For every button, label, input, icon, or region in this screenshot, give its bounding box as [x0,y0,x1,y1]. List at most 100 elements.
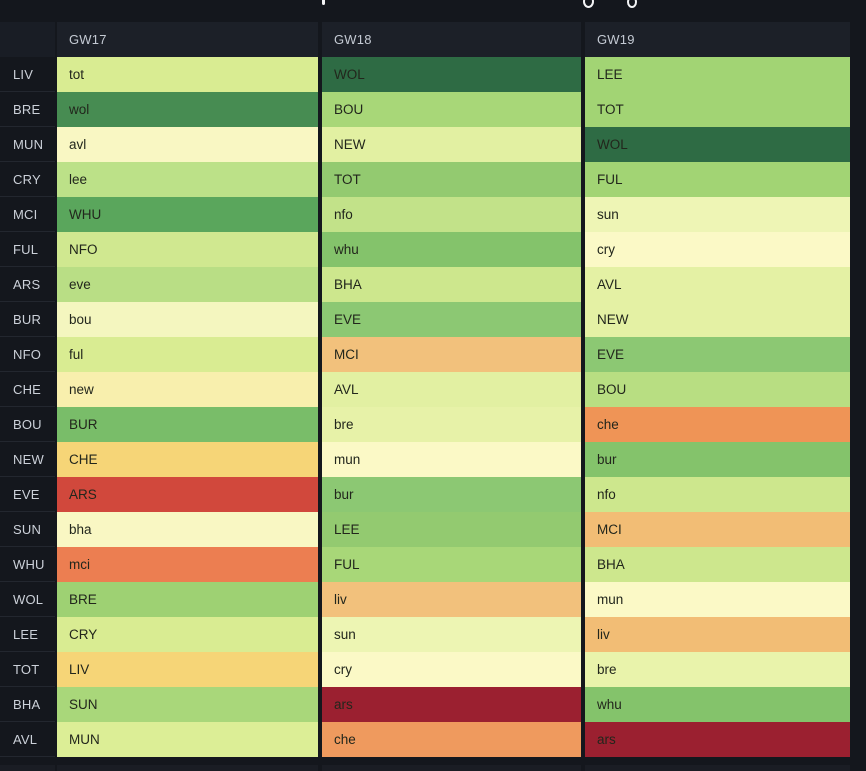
table-row: BHA SUN ars whu [0,687,866,722]
table-row: AVL MUN che ars [0,722,866,757]
fixture-cell: whu [322,232,581,267]
partial-row-cell [585,765,850,771]
fixture-cell: WOL [585,127,850,162]
team-label: MUN [0,127,55,162]
table-row: LEE CRY sun liv [0,617,866,652]
fixture-cell: ARS [57,477,318,512]
table-row: BUR bou EVE NEW [0,302,866,337]
fixture-cell: SUN [57,687,318,722]
fixture-cell: NEW [322,127,581,162]
team-label: LIV [0,57,55,92]
fixture-cell: ars [322,687,581,722]
table-row: MUN avl NEW WOL [0,127,866,162]
fixture-cell: bre [322,407,581,442]
table-row: WHU mci FUL BHA [0,547,866,582]
fixture-cell: BOU [585,372,850,407]
table-row: TOT LIV cry bre [0,652,866,687]
team-label: LEE [0,617,55,652]
fixture-cell: cry [585,232,850,267]
fixture-cell: CHE [57,442,318,477]
fixture-cell: MCI [322,337,581,372]
team-label: CHE [0,372,55,407]
title-descender-fragment [322,0,325,5]
team-label: BRE [0,92,55,127]
fixture-cell: MUN [57,722,318,757]
fixture-cell: sun [585,197,850,232]
team-label: BUR [0,302,55,337]
fixture-cell: che [585,407,850,442]
fixture-cell: NEW [585,302,850,337]
fixture-cell: cry [322,652,581,687]
team-label: WHU [0,547,55,582]
fixture-cell: liv [322,582,581,617]
table-row: BRE wol BOU TOT [0,92,866,127]
fixture-cell: sun [322,617,581,652]
table-row: SUN bha LEE MCI [0,512,866,547]
team-label: AVL [0,722,55,757]
column-header-gw17: GW17 [57,22,318,57]
fixture-cell: mun [322,442,581,477]
fixture-cell: bur [322,477,581,512]
fixture-cell: nfo [585,477,850,512]
title-descender-fragment [627,0,637,8]
fixture-cell: ars [585,722,850,757]
fixture-cell: FUL [585,162,850,197]
partially-visible-next-row [0,765,866,771]
team-label: NEW [0,442,55,477]
table-row: BOU BUR bre che [0,407,866,442]
fixture-cell: liv [585,617,850,652]
team-label: CRY [0,162,55,197]
table-row: WOL BRE liv mun [0,582,866,617]
fixture-cell: wol [57,92,318,127]
table-row: ARS eve BHA AVL [0,267,866,302]
fixture-cell: NFO [57,232,318,267]
team-label: SUN [0,512,55,547]
fixture-cell: avl [57,127,318,162]
fixture-cell: mci [57,547,318,582]
fixture-cell: WHU [57,197,318,232]
fixture-cell: TOT [322,162,581,197]
table-row: MCI WHU nfo sun [0,197,866,232]
fixture-cell: bur [585,442,850,477]
team-label: BHA [0,687,55,722]
title-descender-fragment [583,0,594,8]
team-label: EVE [0,477,55,512]
team-label: FUL [0,232,55,267]
team-label: ARS [0,267,55,302]
fixture-cell: new [57,372,318,407]
fixture-cell: BRE [57,582,318,617]
fixture-cell: WOL [322,57,581,92]
column-header-gw18: GW18 [322,22,581,57]
fixture-cell: ful [57,337,318,372]
fixture-cell: BUR [57,407,318,442]
fixture-cell: LEE [322,512,581,547]
fixture-cell: nfo [322,197,581,232]
fixture-cell: BHA [322,267,581,302]
column-header-gw19: GW19 [585,22,850,57]
fixture-cell: BHA [585,547,850,582]
table-row: CHE new AVL BOU [0,372,866,407]
table-body: LIV tot WOL LEE BRE wol BOU TOT MUN avl NEW WOL CRY l… [0,57,866,757]
table-row: NEW CHE mun bur [0,442,866,477]
team-label: MCI [0,197,55,232]
fixture-cell: EVE [322,302,581,337]
fixture-cell: EVE [585,337,850,372]
fixture-cell: tot [57,57,318,92]
fixture-cell: LIV [57,652,318,687]
fixture-cell: AVL [322,372,581,407]
fixture-cell: che [322,722,581,757]
fixture-cell: mun [585,582,850,617]
partial-row-stub [0,765,55,771]
fixture-cell: TOT [585,92,850,127]
fixture-cell: FUL [322,547,581,582]
fixture-cell: MCI [585,512,850,547]
fixture-cell: AVL [585,267,850,302]
table-row: CRY lee TOT FUL [0,162,866,197]
header-corner-stub [0,22,55,57]
team-label: WOL [0,582,55,617]
partial-row-cell [322,765,581,771]
fixture-cell: LEE [585,57,850,92]
fixture-cell: eve [57,267,318,302]
table-header-row: GW17 GW18 GW19 [0,22,866,57]
